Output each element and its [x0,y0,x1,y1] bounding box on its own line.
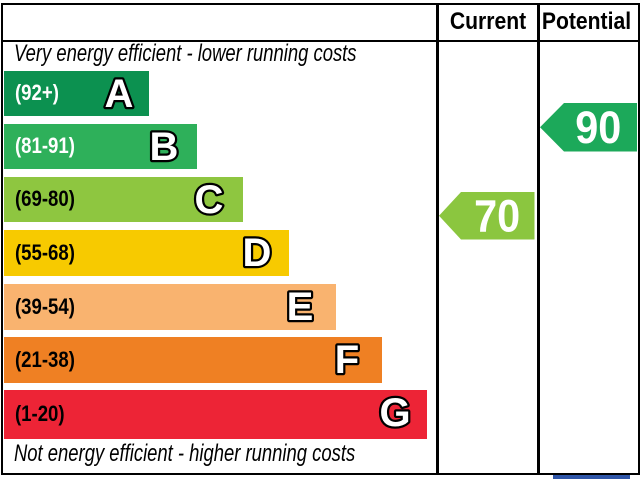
svg-text:G: G [380,391,411,435]
svg-text:D: D [242,231,271,275]
svg-text:C: C [195,178,224,222]
svg-text:B: B [149,125,178,169]
svg-text:90: 90 [575,103,621,152]
svg-text:A: A [105,72,134,116]
svg-text:E: E [287,285,314,329]
svg-text:F: F [335,338,359,382]
svg-text:70: 70 [474,192,520,240]
